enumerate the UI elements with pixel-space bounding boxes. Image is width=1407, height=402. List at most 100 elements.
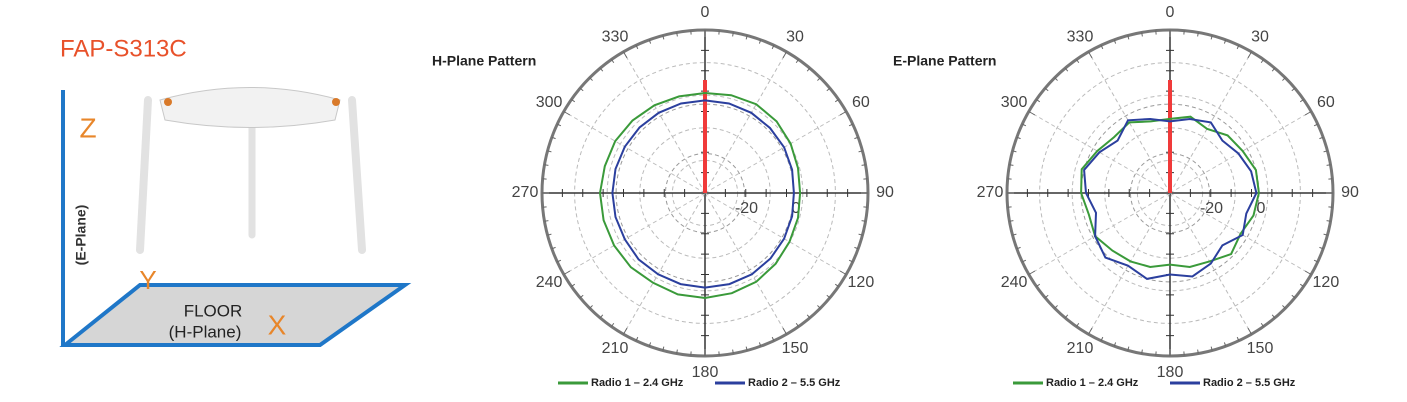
grid-line xyxy=(1169,51,1252,194)
ring-tick xyxy=(551,136,556,140)
ring-tick xyxy=(623,51,628,59)
ring-tick xyxy=(745,346,748,351)
ring-tick xyxy=(771,336,775,341)
ring-tick xyxy=(1036,99,1041,103)
theta-tick-label: 0 xyxy=(701,4,710,21)
ring-tick xyxy=(1009,164,1014,166)
device xyxy=(136,87,366,254)
ring-tick xyxy=(839,111,847,116)
ring-tick xyxy=(1323,233,1328,236)
ring-tick xyxy=(571,99,576,103)
ring-tick xyxy=(1282,305,1286,309)
ring-tick xyxy=(1247,327,1252,335)
ring-tick xyxy=(1271,67,1276,72)
legend-label: Radio 1 – 2.4 GHz xyxy=(1046,377,1139,389)
ring-tick xyxy=(1016,136,1021,140)
ring-tick xyxy=(648,342,652,347)
r-tick-label: -20 xyxy=(1200,200,1223,217)
device-title: FAP-S313C xyxy=(60,35,187,62)
ring-tick xyxy=(1141,349,1143,354)
theta-tick-label: 210 xyxy=(1067,340,1094,357)
ring-tick xyxy=(1141,32,1143,37)
ring-tick xyxy=(1291,294,1296,299)
ring-tick xyxy=(834,99,839,103)
ring-tick xyxy=(547,233,552,236)
ring-tick xyxy=(1304,270,1312,275)
theta-tick-label: 90 xyxy=(876,184,894,201)
ring-tick xyxy=(1291,87,1296,92)
ring-tick xyxy=(676,32,678,37)
ring-tick xyxy=(648,39,652,44)
ring-tick xyxy=(579,87,584,92)
theta-tick-label: 120 xyxy=(848,274,875,291)
ring-tick xyxy=(1210,35,1213,40)
ring-tick xyxy=(1236,336,1240,341)
ring-tick xyxy=(563,270,571,275)
grid-line xyxy=(704,111,847,194)
theta-tick-label: 120 xyxy=(1313,274,1340,291)
ring-tick xyxy=(1319,246,1324,250)
ring-tick xyxy=(544,164,549,166)
ring-tick xyxy=(861,164,866,166)
ring-tick xyxy=(1113,342,1117,347)
ring-tick xyxy=(1044,87,1049,92)
ring-tick xyxy=(662,346,665,351)
ring-tick xyxy=(858,150,863,153)
legend-label: Radio 2 – 5.5 GHz xyxy=(748,377,841,389)
r-tick-label: -20 xyxy=(735,200,758,217)
ring-tick xyxy=(551,246,556,250)
ring-tick xyxy=(1210,346,1213,351)
ring-tick xyxy=(1076,322,1080,327)
theta-tick-label: 180 xyxy=(692,364,719,381)
theta-tick-label: 90 xyxy=(1341,184,1359,201)
ring-tick xyxy=(1323,150,1328,153)
ring-tick xyxy=(676,349,678,354)
ring-tick xyxy=(1299,99,1304,103)
ring-tick xyxy=(782,327,787,335)
ring-tick xyxy=(1260,322,1264,327)
ring-tick xyxy=(611,59,615,64)
ring-tick xyxy=(1313,259,1318,263)
ring-tick xyxy=(1260,59,1264,64)
h-plane-label: (H-Plane) xyxy=(169,322,242,341)
grid-line xyxy=(704,51,787,194)
ring-tick xyxy=(795,59,799,64)
e-plane-label: (E-Plane) xyxy=(73,205,89,266)
ring-tick xyxy=(557,123,562,127)
ring-tick xyxy=(1326,164,1331,166)
ring-tick xyxy=(1076,59,1080,64)
ring-tick xyxy=(1271,314,1276,319)
ring-tick xyxy=(589,305,593,309)
ring-tick xyxy=(1127,346,1130,351)
ring-tick xyxy=(861,220,866,222)
ring-tick xyxy=(662,35,665,40)
theta-tick-label: 60 xyxy=(1317,94,1335,111)
ring-tick xyxy=(571,283,576,287)
ring-tick xyxy=(1223,39,1227,44)
theta-tick-label: 150 xyxy=(1247,340,1274,357)
ring-tick xyxy=(599,67,604,72)
ring-tick xyxy=(745,35,748,40)
ring-tick xyxy=(1319,136,1324,140)
ring-tick xyxy=(771,45,775,50)
grid-line xyxy=(563,111,706,194)
x-label: X xyxy=(268,309,287,340)
ring-tick xyxy=(1009,220,1014,222)
ring-tick xyxy=(1236,45,1240,50)
ring-tick xyxy=(1100,45,1104,50)
grid-line xyxy=(1088,192,1171,335)
series-line xyxy=(1080,115,1260,269)
ring-tick xyxy=(579,294,584,299)
ring-tick xyxy=(635,336,639,341)
theta-tick-label: 180 xyxy=(1157,364,1184,381)
ring-tick xyxy=(1282,77,1286,81)
ring-tick xyxy=(1016,246,1021,250)
y-label: Y xyxy=(139,265,156,295)
grid-line xyxy=(1169,111,1312,194)
ring-tick xyxy=(817,305,821,309)
theta-tick-label: 0 xyxy=(1166,4,1175,21)
theta-tick-label: 330 xyxy=(1067,28,1094,45)
grid-line xyxy=(1169,192,1312,275)
ring-tick xyxy=(599,314,604,319)
